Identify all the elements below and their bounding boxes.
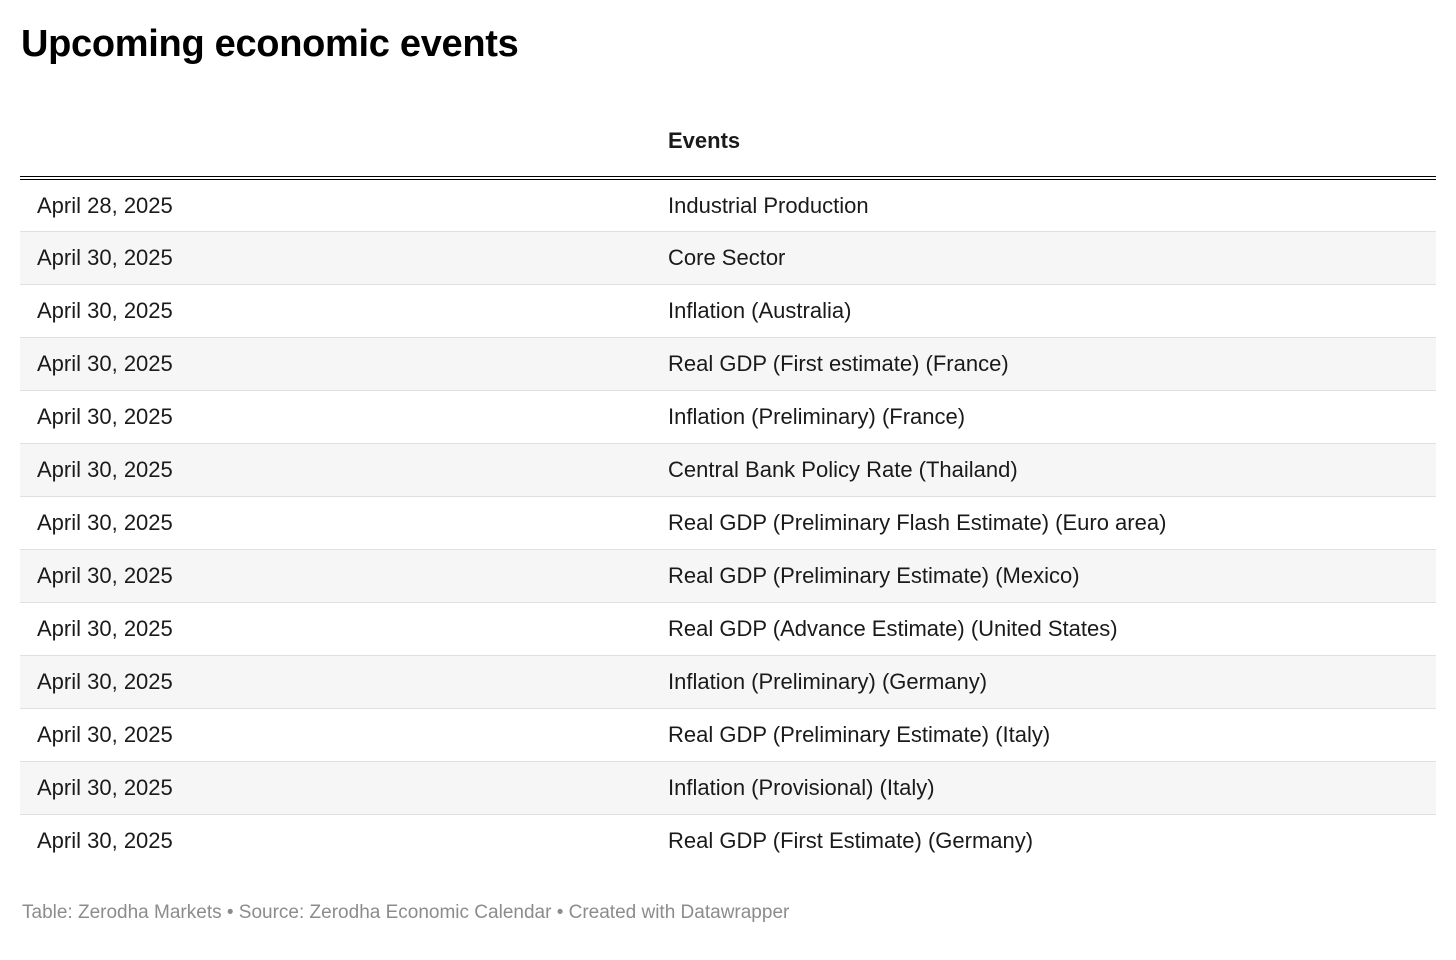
date-cell: April 30, 2025 [20,495,668,549]
date-cell: April 30, 2025 [20,601,668,655]
events-table: Events April 28, 2025 Industrial Product… [20,66,1436,867]
table-row: April 30, 2025 Inflation (Preliminary) (… [20,654,1436,708]
attribution-footer: Table: Zerodha Markets • Source: Zerodha… [22,902,790,923]
event-cell: Real GDP (First Estimate) (Germany) [668,813,1436,867]
table-row: April 30, 2025 Real GDP (First Estimate)… [20,813,1436,867]
event-cell: Central Bank Policy Rate (Thailand) [668,442,1436,496]
date-column-header [20,66,668,180]
events-column-header: Events [668,66,1436,180]
date-cell: April 30, 2025 [20,389,668,443]
date-cell: April 30, 2025 [20,336,668,390]
event-cell: Real GDP (Advance Estimate) (United Stat… [668,601,1436,655]
date-cell: April 30, 2025 [20,442,668,496]
table-row: April 30, 2025 Real GDP (Preliminary Fla… [20,495,1436,549]
table-row: April 30, 2025 Inflation (Australia) [20,283,1436,337]
table-row: April 30, 2025 Real GDP (Advance Estimat… [20,601,1436,655]
date-cell: April 28, 2025 [37,192,173,218]
date-cell: April 30, 2025 [20,548,668,602]
table-header: Events [20,66,1436,180]
table-row: April 30, 2025 Real GDP (Preliminary Est… [20,548,1436,602]
table-row: April 30, 2025 Real GDP (Preliminary Est… [20,707,1436,761]
date-cell: April 30, 2025 [20,813,668,867]
table-row: April 30, 2025 Inflation (Provisional) (… [20,760,1436,814]
date-cell: April 30, 2025 [20,283,668,337]
table-row: April 30, 2025 Central Bank Policy Rate … [20,442,1436,496]
table-row: April 28, 2025 Industrial Production [20,178,1436,231]
event-cell: Real GDP (First estimate) (France) [668,336,1436,390]
date-cell: April 30, 2025 [20,707,668,761]
date-cell: April 30, 2025 [20,230,668,284]
page-title: Upcoming economic events [21,23,519,65]
table-row: April 30, 2025 Core Sector [20,230,1436,284]
event-cell: Core Sector [668,230,1436,284]
event-cell: Real GDP (Preliminary Estimate) (Italy) [668,707,1436,761]
date-cell: April 30, 2025 [20,654,668,708]
table-body: April 28, 2025 Industrial Production Apr… [20,178,1436,867]
event-cell: Real GDP (Preliminary Estimate) (Mexico) [668,548,1436,602]
date-cell: April 30, 2025 [20,760,668,814]
table-row: April 30, 2025 Real GDP (First estimate)… [20,336,1436,390]
event-cell: Industrial Production [668,192,869,218]
event-cell: Inflation (Preliminary) (France) [668,389,1436,443]
event-cell: Inflation (Provisional) (Italy) [668,760,1436,814]
table-row: April 30, 2025 Inflation (Preliminary) (… [20,389,1436,443]
event-cell: Inflation (Australia) [668,283,1436,337]
event-cell: Real GDP (Preliminary Flash Estimate) (E… [668,495,1436,549]
header-row: Events [20,66,1436,180]
event-cell: Inflation (Preliminary) (Germany) [668,654,1436,708]
